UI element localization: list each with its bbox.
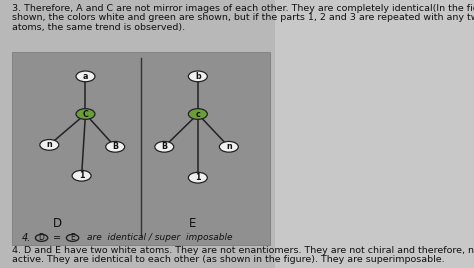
Text: active. They are identical to each other (as shown in the figure). They are supe: active. They are identical to each other…: [12, 255, 445, 264]
Text: atoms, the same trend is observed).: atoms, the same trend is observed).: [12, 23, 185, 32]
Text: shown, the colors white and green are shown, but if the parts 1, 2 and 3 are rep: shown, the colors white and green are sh…: [12, 13, 474, 23]
Text: B: B: [112, 142, 118, 151]
Text: E: E: [70, 233, 75, 242]
Text: n: n: [46, 140, 52, 149]
Text: E: E: [189, 217, 196, 229]
Text: are  identical / super  imposable: are identical / super imposable: [87, 233, 232, 242]
Text: =: =: [53, 233, 61, 243]
Circle shape: [72, 170, 91, 181]
Text: b: b: [195, 72, 201, 81]
Bar: [275, 0, 474, 268]
Circle shape: [188, 109, 207, 119]
Circle shape: [40, 140, 59, 150]
Circle shape: [219, 142, 238, 152]
Circle shape: [155, 142, 174, 152]
Text: 4. D and E have two white atoms. They are not enantiomers. They are not chiral a: 4. D and E have two white atoms. They ar…: [12, 246, 474, 255]
Text: B: B: [161, 142, 167, 151]
Text: 1: 1: [195, 173, 201, 182]
Text: n: n: [226, 142, 232, 151]
Bar: [12, 52, 270, 245]
Circle shape: [106, 142, 125, 152]
Text: D: D: [38, 233, 45, 242]
Text: a: a: [83, 72, 88, 81]
Text: 1: 1: [79, 171, 84, 180]
Text: c: c: [195, 110, 200, 118]
Circle shape: [76, 71, 95, 82]
Text: D: D: [53, 217, 62, 229]
Circle shape: [188, 172, 207, 183]
Circle shape: [188, 71, 207, 82]
Text: 3. Therefore, A and C are not mirror images of each other. They are completely i: 3. Therefore, A and C are not mirror ima…: [12, 4, 474, 13]
Text: C: C: [82, 110, 89, 118]
Text: 4.: 4.: [22, 233, 32, 243]
Circle shape: [76, 109, 95, 119]
